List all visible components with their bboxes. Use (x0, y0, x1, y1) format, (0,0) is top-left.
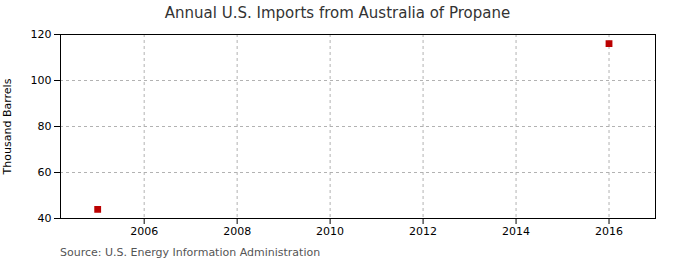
svg-text:80: 80 (38, 120, 52, 133)
svg-text:Thousand Barrels: Thousand Barrels (1, 78, 14, 175)
svg-text:60: 60 (38, 166, 52, 179)
svg-text:2010: 2010 (316, 225, 344, 238)
svg-text:40: 40 (38, 212, 52, 225)
svg-text:2008: 2008 (223, 225, 251, 238)
html-text:Annual U.S. Imports from Austr: Annual U.S. Imports from Australia of Pr… (164, 4, 511, 22)
svg-text:2016: 2016 (595, 225, 623, 238)
svg-text:2006: 2006 (130, 225, 158, 238)
svg-text:2014: 2014 (502, 225, 530, 238)
html-text:Source: U.S. Energy Informatio: Source: U.S. Energy Information Administ… (60, 246, 321, 259)
svg-text:2012: 2012 (409, 225, 437, 238)
svg-text:100: 100 (31, 74, 52, 87)
svg-text:120: 120 (31, 28, 52, 41)
